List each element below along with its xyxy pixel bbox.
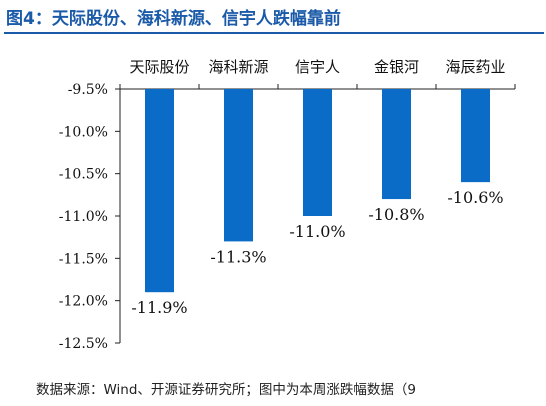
- data-label: -10.8%: [368, 205, 424, 224]
- bar: [145, 89, 174, 293]
- y-tick-label: -11.5%: [59, 251, 108, 267]
- y-tick-label: -11.0%: [59, 209, 108, 225]
- category-axis: 天际股份 海科新源 信宇人 金银河 海辰药业: [119, 58, 516, 90]
- y-tick-label: -12.0%: [59, 294, 108, 310]
- bar-chart: -9.5% -10.0% -10.5% -11.0% -11.5% -12.0% -12.5…: [59, 58, 516, 352]
- title-underline: [4, 32, 544, 34]
- bar: [303, 89, 332, 216]
- category-label: 海科新源: [208, 58, 268, 76]
- source-note: 数据来源：Wind、开源证券研究所；图中为本周涨跌幅数据（9: [36, 382, 417, 398]
- y-axis: -9.5% -10.0% -10.5% -11.0% -11.5% -12.0% -12.5…: [59, 82, 121, 352]
- y-tick-label: -10.5%: [59, 167, 108, 183]
- data-label: -11.3%: [210, 247, 266, 266]
- bar: [461, 89, 490, 183]
- y-tick-label: -10.0%: [59, 124, 108, 140]
- data-label: -11.9%: [131, 298, 187, 317]
- category-label: 金银河: [374, 58, 419, 76]
- figure-title: 图4：天际股份、海科新源、信宇人跌幅靠前: [6, 9, 341, 29]
- y-tick-label: -9.5%: [68, 82, 108, 98]
- data-label: -11.0%: [289, 222, 345, 241]
- category-label: 天际股份: [129, 58, 189, 76]
- bar: [382, 89, 411, 200]
- data-labels: -11.9% -11.3% -11.0% -10.8% -10.6%: [131, 188, 503, 317]
- bar-series: [145, 89, 490, 293]
- category-label: 海辰药业: [445, 58, 505, 76]
- y-tick-label: -12.5%: [59, 336, 108, 352]
- category-label: 信宇人: [295, 58, 340, 76]
- bar: [224, 89, 253, 242]
- data-label: -10.6%: [447, 188, 503, 207]
